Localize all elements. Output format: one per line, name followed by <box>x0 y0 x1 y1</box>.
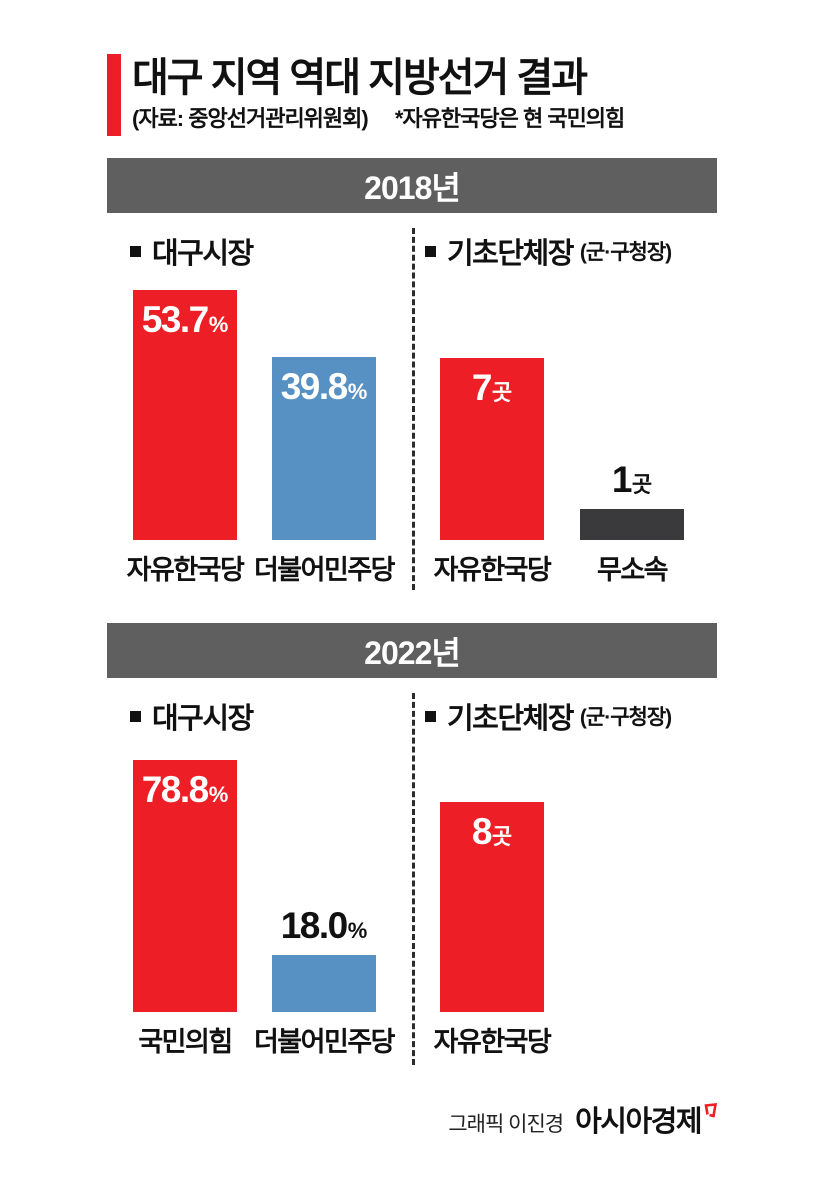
panel-title-suffix: (군·구청장) <box>579 241 672 264</box>
value-number: 7 <box>471 367 493 408</box>
bar-slot: 8곳 <box>440 760 544 1012</box>
bar-slot: 78.8% <box>133 760 237 1012</box>
value-number: 39.8 <box>280 366 349 407</box>
value-number: 8 <box>471 811 493 852</box>
bar-value-label: 78.8% <box>133 769 237 811</box>
panel-title-2022-mayor: 대구시장 <box>130 695 254 737</box>
bar-slot: 39.8% <box>272 290 376 540</box>
panel-title-text: 기초단체장 <box>447 238 574 270</box>
panel-title-2018-mayor: 대구시장 <box>130 230 254 272</box>
panel-title-2018-local-heads: 기초단체장 (군·구청장) <box>425 230 672 272</box>
value-unit: % <box>208 782 229 807</box>
asiae-logo-mark-icon <box>704 1103 718 1118</box>
square-bullet-icon <box>425 710 436 722</box>
year-label-2022: 2022년 <box>364 634 461 671</box>
footnote-text: *자유한국당은 현 국민의힘 <box>394 106 625 131</box>
square-bullet-icon <box>425 245 436 257</box>
bar-2022-mayor-dpk <box>272 955 376 1012</box>
panel-divider-dashed <box>412 693 415 1065</box>
year-label-2018: 2018년 <box>364 169 461 206</box>
bar-value-label: 18.0% <box>281 905 368 947</box>
bar-value-label: 7곳 <box>440 367 544 409</box>
category-label: 국민의힘 <box>138 1027 233 1057</box>
year-header-2018: 2018년 <box>107 158 717 213</box>
subtitle: (자료: 중앙선거관리위원회) *자유한국당은 현 국민의힘 <box>132 101 625 133</box>
asiae-logo-text: 아시아경제 <box>575 1106 702 1138</box>
category-label: 자유한국당 <box>433 555 552 585</box>
title-accent-bar <box>107 54 121 136</box>
bar-2018-heads-lkp: 7곳 <box>440 358 544 540</box>
category-label: 더불어민주당 <box>253 1027 396 1057</box>
section-2018: 2018년 대구시장 기초단체장 (군·구청장) 53.7% <box>107 158 717 606</box>
value-unit: 곳 <box>491 380 513 405</box>
bar-2018-mayor-dpk: 39.8% <box>272 357 376 540</box>
square-bullet-icon <box>130 710 141 722</box>
bar-2022-mayor-ppp: 78.8% <box>133 760 237 1012</box>
bar-slot: 1곳 <box>580 290 684 540</box>
chart-2018: 53.7% 39.8% 7곳 <box>107 290 717 540</box>
page-title: 대구 지역 역대 지방선거 결과 <box>132 56 588 100</box>
value-number: 53.7 <box>141 299 210 340</box>
category-label: 무소속 <box>596 555 669 585</box>
footer-credit: 그래픽 이진경 아시아경제 <box>448 1098 718 1140</box>
value-unit: 곳 <box>631 472 653 497</box>
year-header-2022: 2022년 <box>107 623 717 678</box>
bar-value-label: 1곳 <box>612 459 652 501</box>
value-unit: % <box>347 379 368 404</box>
value-number: 18.0 <box>280 905 349 946</box>
graphic-credit: 그래픽 이진경 <box>448 1113 564 1136</box>
category-label: 자유한국당 <box>126 555 245 585</box>
category-label: 자유한국당 <box>433 1027 552 1057</box>
bar-2018-mayor-lkp: 53.7% <box>133 290 237 540</box>
bar-2018-heads-independent <box>580 509 684 540</box>
section-2022: 2022년 대구시장 기초단체장 (군·구청장) 78.8% 18.0% <box>107 623 717 1078</box>
value-unit: % <box>347 918 368 943</box>
source-text: (자료: 중앙선거관리위원회) <box>132 106 369 131</box>
bar-slot: 53.7% <box>133 290 237 540</box>
bar-slot: 7곳 <box>440 290 544 540</box>
panel-title-suffix: (군·구청장) <box>579 706 672 729</box>
bar-value-label: 53.7% <box>133 299 237 341</box>
bar-value-label: 8곳 <box>440 811 544 853</box>
panel-divider-dashed <box>412 228 415 590</box>
category-label: 더불어민주당 <box>253 555 396 585</box>
square-bullet-icon <box>130 245 141 257</box>
panel-title-text: 기초단체장 <box>447 703 574 735</box>
chart-2022: 78.8% 18.0% 8곳 <box>107 760 717 1012</box>
bar-slot: 18.0% <box>272 760 376 1012</box>
panel-title-text: 대구시장 <box>152 703 254 735</box>
panel-title-2022-local-heads: 기초단체장 (군·구청장) <box>425 695 672 737</box>
value-number: 1 <box>611 459 633 500</box>
panel-title-text: 대구시장 <box>152 238 254 270</box>
value-unit: 곳 <box>491 824 513 849</box>
value-number: 78.8 <box>141 769 210 810</box>
bar-value-label: 39.8% <box>272 366 376 408</box>
bar-2022-heads-lkp: 8곳 <box>440 802 544 1012</box>
value-unit: % <box>208 312 229 337</box>
